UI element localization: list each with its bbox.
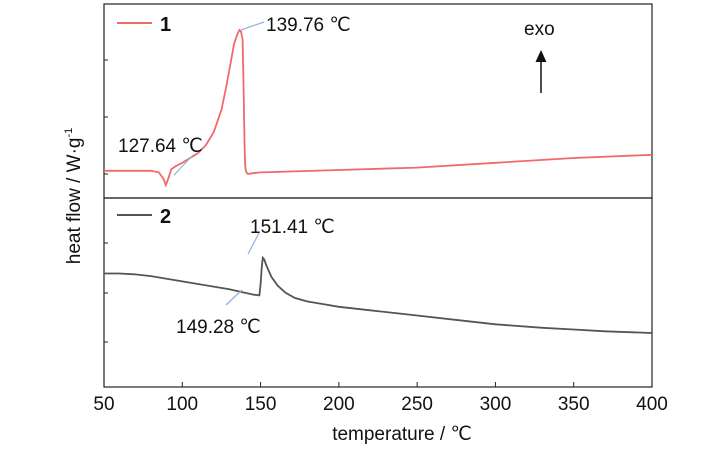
x-tick-label-200: 200 [323, 394, 355, 415]
x-tick-label-300: 300 [480, 394, 512, 415]
legend-label-series-2: 2 [160, 206, 171, 228]
series-2-line [104, 255, 653, 334]
svg-text:heat flow / W·g-1: heat flow / W·g-1 [63, 128, 85, 265]
annotation-151-41: 151.41 ℃ [250, 217, 335, 238]
x-axis-ticks: 50 100 150 200 250 300 350 400 [93, 382, 668, 415]
annotation-139-76: 139.76 ℃ [266, 15, 351, 36]
annotation-127-64: 127.64 ℃ [118, 136, 203, 157]
series-1-line [104, 28, 653, 188]
x-tick-label-350: 350 [558, 394, 590, 415]
exo-label: exo [524, 19, 555, 40]
annotation-leader-149 [225, 289, 243, 306]
bottom-panel-frame [103, 197, 653, 388]
x-tick-label-50: 50 [93, 394, 114, 415]
x-tick-label-150: 150 [245, 394, 277, 415]
y-axis-ticks [104, 59, 108, 343]
y-axis-title: heat flow / W·g-1 [63, 128, 85, 265]
x-axis-title: temperature / ℃ [332, 424, 472, 445]
annotation-leader-139 [240, 21, 265, 31]
exo-arrow-head [535, 50, 547, 62]
x-tick-label-400: 400 [636, 394, 668, 415]
annotation-leader-127 [173, 154, 194, 176]
legend-label-series-1: 1 [160, 14, 171, 36]
y-axis-title-sup: -1 [63, 128, 75, 138]
x-tick-label-100: 100 [166, 394, 198, 415]
x-tick-label-250: 250 [401, 394, 433, 415]
annotation-149-28: 149.28 ℃ [176, 317, 261, 338]
annotation-leader-151 [247, 232, 260, 255]
y-axis-title-main: heat flow / W·g [64, 138, 85, 265]
